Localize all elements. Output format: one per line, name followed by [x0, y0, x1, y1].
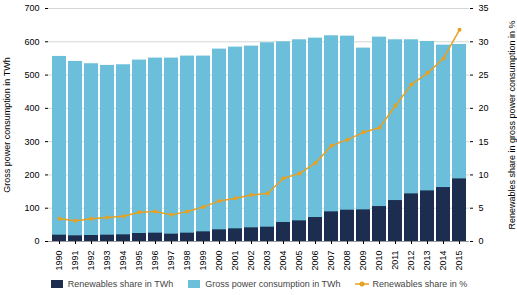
svg-text:30: 30: [479, 37, 489, 47]
svg-text:400: 400: [24, 103, 39, 113]
svg-text:1994: 1994: [118, 251, 128, 271]
svg-text:700: 700: [24, 3, 39, 13]
svg-text:1993: 1993: [102, 251, 112, 271]
html-text:Gross power consumption in TWh: Gross power consumption in TWh: [205, 279, 341, 289]
svg-text:2001: 2001: [230, 251, 240, 271]
svg-text:Renewables share in gross powe: Renewables share in gross power consumpt…: [507, 20, 517, 229]
svg-text:100: 100: [24, 203, 39, 213]
svg-text:1998: 1998: [182, 251, 192, 271]
svg-text:2005: 2005: [294, 251, 304, 271]
svg-text:1997: 1997: [166, 251, 176, 271]
svg-text:2014: 2014: [438, 251, 448, 271]
svg-text:2011: 2011: [390, 251, 400, 270]
svg-text:2013: 2013: [422, 251, 432, 271]
svg-text:200: 200: [24, 170, 39, 180]
svg-text:2012: 2012: [406, 251, 416, 271]
svg-text:600: 600: [24, 37, 39, 47]
svg-text:0: 0: [34, 236, 39, 246]
svg-text:20: 20: [479, 103, 489, 113]
svg-text:15: 15: [479, 137, 489, 147]
svg-text:1996: 1996: [150, 251, 160, 271]
svg-text:2008: 2008: [342, 251, 352, 271]
svg-text:2000: 2000: [214, 251, 224, 271]
svg-text:2006: 2006: [310, 251, 320, 271]
svg-text:2004: 2004: [278, 251, 288, 271]
svg-text:25: 25: [479, 70, 489, 80]
svg-text:1992: 1992: [86, 251, 96, 271]
html-text:Renewables share in TWh: Renewables share in TWh: [67, 279, 174, 289]
svg-text:2002: 2002: [246, 251, 256, 271]
svg-text:500: 500: [24, 70, 39, 80]
svg-text:10: 10: [479, 170, 489, 180]
html-text:Renewables share in %: Renewables share in %: [372, 279, 468, 289]
svg-text:0: 0: [479, 236, 484, 246]
svg-text:1995: 1995: [134, 251, 144, 271]
svg-text:1990: 1990: [54, 251, 64, 271]
svg-text:1999: 1999: [198, 251, 208, 271]
svg-text:2007: 2007: [326, 251, 336, 271]
svg-text:5: 5: [479, 203, 484, 213]
svg-text:2003: 2003: [262, 251, 272, 271]
svg-text:2010: 2010: [374, 251, 384, 271]
svg-text:300: 300: [24, 137, 39, 147]
svg-text:2009: 2009: [358, 251, 368, 271]
svg-text:35: 35: [479, 3, 489, 13]
svg-text:1991: 1991: [70, 251, 80, 271]
svg-text:Gross power consumption in TWh: Gross power consumption in TWh: [2, 57, 12, 192]
svg-text:2015: 2015: [454, 251, 464, 271]
